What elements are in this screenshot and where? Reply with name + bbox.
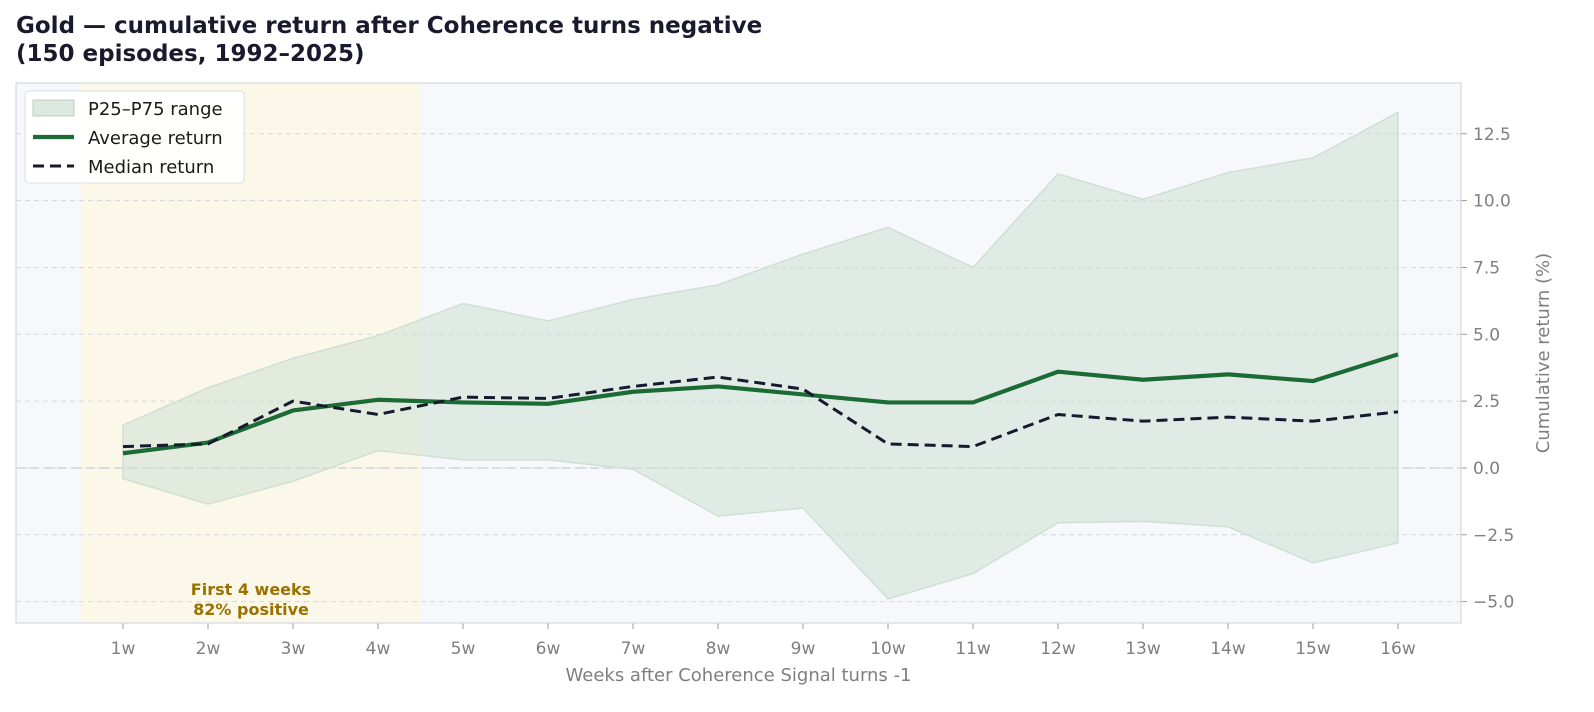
- x-tick-label: 3w: [281, 639, 306, 659]
- series-lines: [122, 352, 1399, 456]
- x-axis-ticks: 1w 2w 3w 4w 5w 6w 7w 8w 9w 10w 11w 12w 13w 14w 15w 16w: [111, 623, 1416, 659]
- chart-title: Gold — cumulative return after Coherence…: [16, 12, 762, 68]
- x-tick-label: 10w: [870, 639, 906, 659]
- x-tick-label: 9w: [791, 639, 816, 659]
- legend: P25–P75 range Average return Median retu…: [24, 90, 245, 184]
- x-tick-label: 8w: [706, 639, 731, 659]
- plot-frame: [15, 82, 1462, 624]
- legend-label-median: Median return: [88, 157, 214, 178]
- median-return-line: [122, 375, 1399, 449]
- x-tick-label: 11w: [955, 639, 991, 659]
- x-tick-label: 1w: [111, 639, 136, 659]
- y-axis-label: Cumulative return (%): [1533, 253, 1554, 453]
- y-tick-label: 10.0: [1473, 192, 1511, 212]
- legend-label-band: P25–P75 range: [88, 99, 223, 120]
- x-tick-label: 15w: [1295, 639, 1331, 659]
- legend-label-average: Average return: [88, 128, 223, 149]
- y-tick-label: 0.0: [1473, 459, 1500, 479]
- y-tick-label: 7.5: [1473, 258, 1500, 278]
- x-tick-label: 6w: [536, 639, 561, 659]
- p25-p75-band: [122, 111, 1399, 600]
- chart-title-line-1: Gold — cumulative return after Coherence…: [16, 13, 763, 39]
- annotation-line-1: First 4 weeks: [191, 580, 311, 599]
- x-tick-label: 16w: [1380, 639, 1416, 659]
- x-tick-label: 13w: [1125, 639, 1161, 659]
- x-tick-label: 4w: [366, 639, 391, 659]
- y-tick-label: 12.5: [1473, 125, 1511, 145]
- y-tick-label: −2.5: [1473, 526, 1514, 546]
- x-tick-label: 14w: [1210, 639, 1246, 659]
- y-tick-label: 2.5: [1473, 392, 1500, 412]
- y-tick-label: 5.0: [1473, 325, 1500, 345]
- x-tick-label: 12w: [1040, 639, 1076, 659]
- x-tick-label: 7w: [621, 639, 646, 659]
- legend-box: [24, 90, 245, 184]
- chart-title-line-2: (150 episodes, 1992–2025): [16, 41, 365, 67]
- annotation-line-2: 82% positive: [193, 600, 309, 619]
- average-return-line: [122, 352, 1399, 456]
- legend-swatch-band: [32, 99, 75, 117]
- x-axis-label: Weeks after Coherence Signal turns -1: [566, 665, 912, 686]
- y-axis-ticks: −5.0 −2.5 0.0 2.5 5.0 7.5 10.0 12.5: [1461, 125, 1514, 613]
- x-tick-label: 2w: [196, 639, 221, 659]
- y-tick-label: −5.0: [1473, 593, 1514, 613]
- x-tick-label: 5w: [451, 639, 476, 659]
